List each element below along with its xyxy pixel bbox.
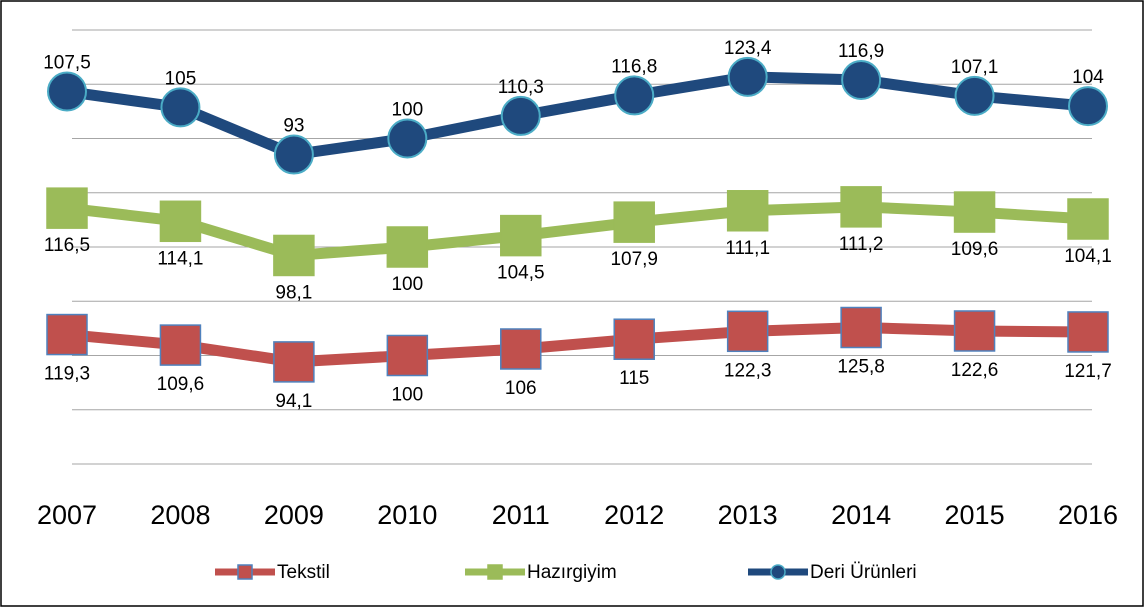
marker xyxy=(726,190,769,232)
legend-marker xyxy=(770,564,786,580)
data-label: 104,1 xyxy=(1064,246,1112,267)
data-label: 109,6 xyxy=(157,374,205,395)
x-tick-label: 2013 xyxy=(718,500,778,530)
data-label: 107,9 xyxy=(610,249,658,270)
marker xyxy=(160,87,201,128)
marker xyxy=(47,71,87,112)
marker xyxy=(954,75,995,116)
data-label: 111,2 xyxy=(839,234,884,255)
marker xyxy=(953,191,996,233)
data-label: 104,5 xyxy=(497,263,545,284)
data-label: 100 xyxy=(391,274,423,295)
legend-label: Hazırgiyim xyxy=(527,562,617,583)
data-label: 123,4 xyxy=(724,38,772,59)
data-label: 104 xyxy=(1072,67,1104,88)
data-label: 111,1 xyxy=(725,238,770,259)
data-label: 105 xyxy=(165,68,197,89)
legend-marker xyxy=(237,564,253,580)
data-label: 116,5 xyxy=(44,235,90,256)
marker xyxy=(840,306,882,349)
x-tick-label: 2016 xyxy=(1058,500,1118,530)
data-label: 100 xyxy=(391,385,423,406)
data-label: 122,3 xyxy=(724,360,772,381)
legend-label: Deri Ürünleri xyxy=(810,562,917,583)
data-label: 110,3 xyxy=(498,77,544,98)
marker xyxy=(500,214,542,257)
legend-label: Tekstil xyxy=(277,562,330,583)
data-label: 121,7 xyxy=(1064,361,1112,382)
data-label: 115 xyxy=(619,368,649,389)
marker xyxy=(1067,311,1109,353)
x-tick-label: 2007 xyxy=(37,500,97,530)
x-tick-label: 2011 xyxy=(492,500,550,530)
data-label: 109,6 xyxy=(951,239,999,260)
data-label: 107,5 xyxy=(43,53,91,74)
data-label: 114,1 xyxy=(157,248,203,269)
x-tick-label: 2012 xyxy=(604,500,664,530)
marker xyxy=(273,341,315,383)
marker xyxy=(500,328,542,370)
marker xyxy=(386,334,429,377)
data-label: 94,1 xyxy=(275,391,312,412)
marker xyxy=(614,75,655,116)
data-label: 116,9 xyxy=(838,41,884,62)
marker xyxy=(386,226,429,268)
marker xyxy=(840,186,882,228)
line xyxy=(66,322,1089,368)
marker xyxy=(841,60,882,101)
marker xyxy=(613,201,655,243)
x-tick-label: 2008 xyxy=(150,500,210,530)
line xyxy=(66,71,1089,161)
x-tick-label: 2014 xyxy=(831,500,891,530)
marker xyxy=(46,313,88,356)
marker xyxy=(387,118,428,159)
marker xyxy=(46,187,88,229)
x-tick-label: 2009 xyxy=(264,500,324,530)
x-tick-label: 2015 xyxy=(945,500,1005,530)
data-label: 116,8 xyxy=(611,56,657,77)
data-label: 106 xyxy=(505,378,537,399)
marker xyxy=(273,234,315,277)
data-label: 122,6 xyxy=(951,360,999,381)
marker xyxy=(726,310,769,353)
data-label: 98,1 xyxy=(275,282,312,303)
marker xyxy=(273,134,314,175)
marker xyxy=(1067,198,1109,240)
data-label: 93 xyxy=(283,116,304,137)
data-label: 100 xyxy=(391,100,423,121)
marker xyxy=(159,324,202,366)
marker xyxy=(500,95,541,136)
data-label: 119,3 xyxy=(44,364,90,385)
legend-marker xyxy=(487,564,503,580)
marker xyxy=(727,56,768,97)
marker xyxy=(159,200,202,243)
data-label: 107,1 xyxy=(951,57,999,78)
marker xyxy=(613,318,655,360)
data-label: 125,8 xyxy=(837,357,885,378)
marker xyxy=(1068,86,1108,127)
line xyxy=(66,201,1089,261)
x-tick-label: 2010 xyxy=(377,500,437,530)
marker xyxy=(953,310,996,352)
